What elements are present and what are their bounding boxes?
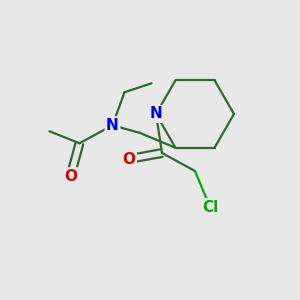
Text: Cl: Cl	[202, 200, 218, 214]
Text: N: N	[106, 118, 119, 133]
Text: O: O	[122, 152, 136, 166]
Text: O: O	[64, 169, 77, 184]
Text: N: N	[150, 106, 162, 122]
